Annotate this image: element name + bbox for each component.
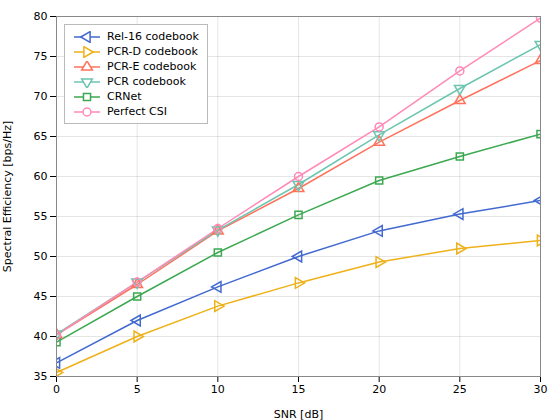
html-text:CRNet: CRNet bbox=[107, 90, 142, 103]
svg-text:70: 70 bbox=[34, 90, 48, 103]
svg-text:SNR [dB]: SNR [dB] bbox=[274, 408, 323, 420]
svg-text:65: 65 bbox=[34, 130, 48, 143]
svg-text:30: 30 bbox=[534, 383, 548, 396]
html-text:PCR-D codebook: PCR-D codebook bbox=[107, 45, 198, 58]
svg-text:Spectral Efficiency [bps/Hz]: Spectral Efficiency [bps/Hz] bbox=[1, 121, 14, 272]
svg-text:45: 45 bbox=[34, 290, 48, 303]
svg-text:35: 35 bbox=[34, 370, 48, 383]
html-text:Rel-16 codebook: Rel-16 codebook bbox=[107, 30, 199, 43]
svg-text:10: 10 bbox=[211, 383, 225, 396]
svg-text:5: 5 bbox=[134, 383, 141, 396]
html-text:Perfect CSI: Perfect CSI bbox=[107, 105, 167, 118]
svg-text:80: 80 bbox=[34, 10, 48, 23]
svg-text:0: 0 bbox=[53, 383, 60, 396]
svg-text:60: 60 bbox=[34, 170, 48, 183]
svg-text:20: 20 bbox=[372, 383, 386, 396]
html-text:PCR codebook: PCR codebook bbox=[107, 75, 186, 88]
html-text:PCR-E codebook: PCR-E codebook bbox=[107, 60, 197, 73]
svg-text:25: 25 bbox=[453, 383, 467, 396]
svg-text:55: 55 bbox=[34, 210, 48, 223]
svg-text:15: 15 bbox=[292, 383, 306, 396]
svg-text:50: 50 bbox=[34, 250, 48, 263]
svg-text:75: 75 bbox=[34, 50, 48, 63]
svg-text:40: 40 bbox=[34, 330, 48, 343]
